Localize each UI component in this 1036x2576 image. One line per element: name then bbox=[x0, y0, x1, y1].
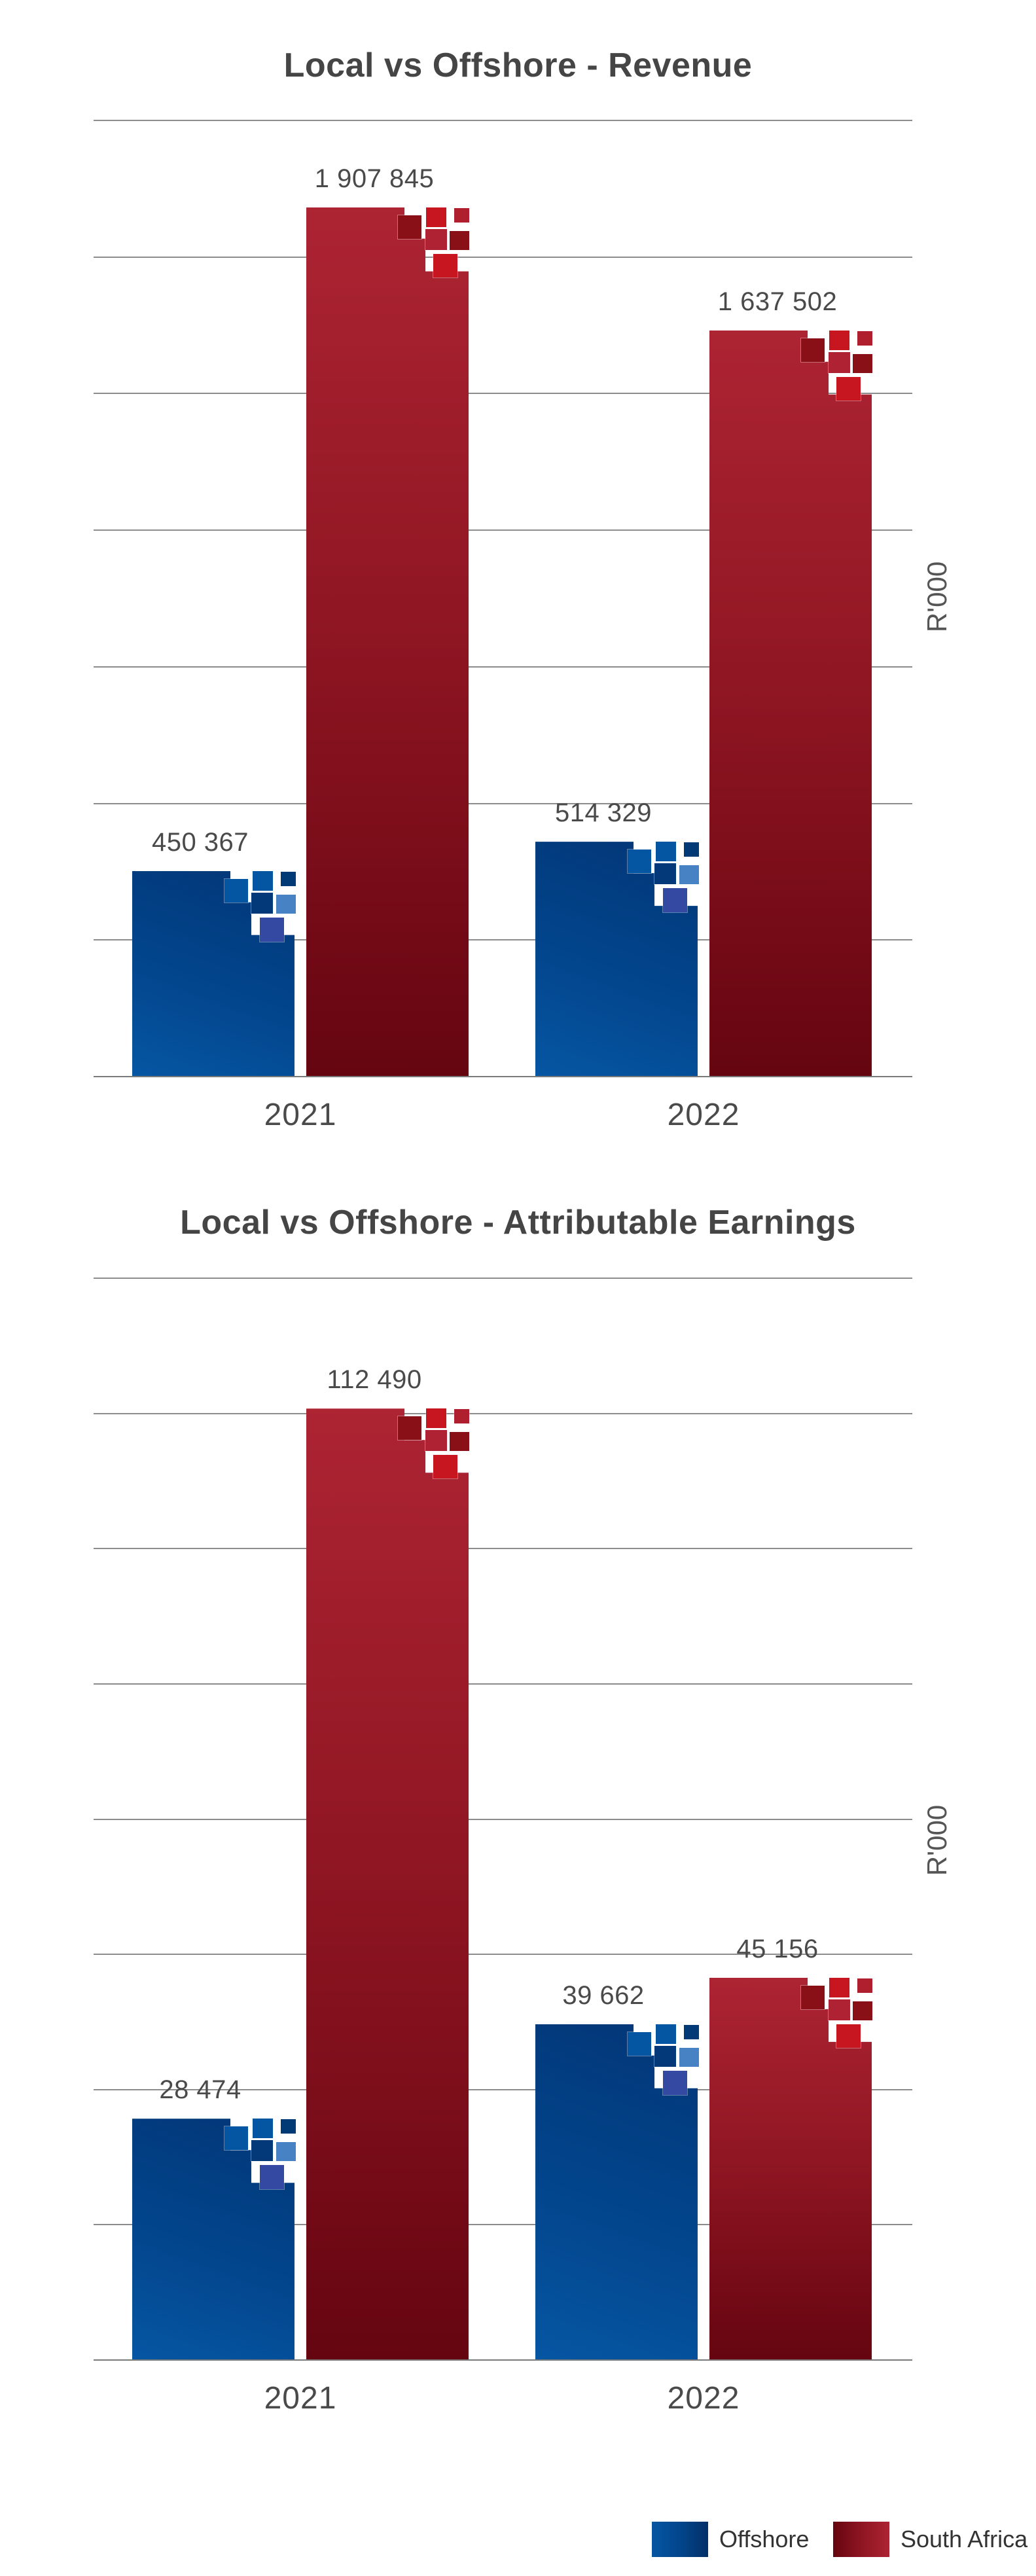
data-label: 28 474 bbox=[159, 2075, 241, 2105]
decorative-square bbox=[276, 894, 296, 914]
gridline bbox=[94, 939, 912, 941]
decorative-square bbox=[801, 338, 825, 362]
x-tick-label: 2022 bbox=[667, 1098, 740, 1132]
decorative-square bbox=[654, 863, 676, 885]
decorative-square bbox=[628, 2031, 651, 2056]
x-tick-label: 2021 bbox=[264, 2381, 337, 2416]
decorative-square bbox=[829, 1999, 850, 2020]
decorative-square bbox=[857, 331, 872, 346]
x-axis-baseline bbox=[94, 2359, 912, 2361]
legend-label-south-africa: South Africa bbox=[901, 2526, 1028, 2552]
bar-offshore-2021[interactable] bbox=[132, 2119, 296, 2359]
x-tick-label: 2021 bbox=[264, 1098, 337, 1132]
decorative-square bbox=[454, 1409, 469, 1424]
decorative-square bbox=[398, 1416, 421, 1440]
legend-label-offshore: Offshore bbox=[719, 2526, 810, 2552]
bar-south-africa-2022[interactable] bbox=[709, 330, 872, 1076]
data-label: 514 329 bbox=[554, 798, 652, 828]
bar-offshore-2022[interactable] bbox=[535, 842, 699, 1076]
x-tick-label: 2022 bbox=[667, 2381, 740, 2416]
chart-title: Local vs Offshore - Attributable Earning… bbox=[180, 1204, 856, 1242]
gridline bbox=[94, 666, 912, 668]
decorative-square bbox=[853, 2001, 872, 2020]
gridline bbox=[94, 1548, 912, 1550]
decorative-square bbox=[224, 2126, 248, 2151]
bar-offshore-2021[interactable] bbox=[132, 870, 296, 1076]
decorative-square bbox=[426, 207, 446, 227]
bar-south-africa-2022[interactable] bbox=[709, 1977, 872, 2359]
gridline bbox=[94, 256, 912, 258]
data-label: 39 662 bbox=[562, 1980, 645, 2010]
decorative-square bbox=[398, 215, 421, 239]
decorative-square bbox=[654, 2045, 676, 2067]
gridline bbox=[94, 120, 912, 121]
bar-body bbox=[306, 1408, 469, 2359]
decorative-square bbox=[276, 2142, 296, 2162]
decorative-square bbox=[433, 253, 457, 277]
decorative-square bbox=[454, 207, 469, 223]
decorative-square bbox=[679, 865, 699, 885]
gridline bbox=[94, 393, 912, 395]
bar-south-africa-2021[interactable] bbox=[306, 1408, 469, 2359]
decorative-square bbox=[836, 376, 861, 401]
decorative-square bbox=[281, 871, 296, 886]
decorative-square bbox=[281, 2119, 296, 2134]
data-label: 1 907 845 bbox=[314, 164, 435, 193]
decorative-square bbox=[260, 2165, 284, 2190]
gridline bbox=[94, 1954, 912, 1956]
decorative-square bbox=[684, 2024, 699, 2039]
gridline bbox=[94, 1683, 912, 1685]
decorative-square bbox=[801, 1985, 825, 2009]
gridline bbox=[94, 2224, 912, 2226]
decorative-square bbox=[679, 2047, 699, 2067]
decorative-square bbox=[251, 2140, 273, 2162]
decorative-square bbox=[836, 2024, 861, 2048]
decorative-square bbox=[684, 842, 699, 857]
gridline bbox=[94, 1412, 912, 1414]
decorative-square bbox=[656, 2024, 676, 2044]
decorative-square bbox=[253, 2119, 273, 2139]
x-axis-baseline bbox=[94, 1076, 912, 1077]
decorative-square bbox=[853, 353, 872, 373]
decorative-square bbox=[829, 1977, 849, 1997]
decorative-square bbox=[663, 888, 687, 913]
decorative-square bbox=[450, 230, 469, 250]
data-label: 112 490 bbox=[327, 1365, 422, 1395]
gridline bbox=[94, 2088, 912, 2090]
decorative-square bbox=[829, 330, 849, 350]
decorative-square bbox=[224, 878, 248, 903]
y-axis-unit-label: R'000 bbox=[921, 561, 952, 633]
gridline bbox=[94, 1818, 912, 1820]
bar-south-africa-2021[interactable] bbox=[306, 207, 469, 1076]
decorative-square bbox=[260, 917, 284, 942]
gridline bbox=[94, 802, 912, 804]
decorative-square bbox=[450, 1432, 469, 1452]
chart-title: Local vs Offshore - Revenue bbox=[283, 46, 753, 84]
data-label: 45 156 bbox=[736, 1934, 819, 1963]
data-label: 1 637 502 bbox=[717, 287, 838, 316]
data-label: 450 367 bbox=[151, 827, 249, 857]
decorative-square bbox=[433, 1455, 457, 1479]
bar-body bbox=[709, 330, 872, 1076]
bar-offshore-2022[interactable] bbox=[535, 2024, 699, 2359]
decorative-square bbox=[425, 228, 447, 250]
legend-swatch-offshore bbox=[652, 2522, 708, 2557]
decorative-square bbox=[656, 842, 676, 862]
decorative-square bbox=[663, 2070, 687, 2095]
decorative-square bbox=[253, 870, 273, 891]
gridline bbox=[94, 529, 912, 531]
decorative-square bbox=[628, 850, 651, 874]
bar-body bbox=[306, 207, 469, 1076]
decorative-square bbox=[857, 1978, 872, 1993]
decorative-square bbox=[829, 351, 850, 373]
decorative-square bbox=[425, 1430, 447, 1452]
decorative-square bbox=[426, 1408, 446, 1429]
y-axis-unit-label: R'000 bbox=[921, 1804, 952, 1876]
gridline bbox=[94, 1278, 912, 1279]
legend-swatch-south-africa bbox=[833, 2522, 889, 2557]
decorative-square bbox=[251, 892, 273, 914]
